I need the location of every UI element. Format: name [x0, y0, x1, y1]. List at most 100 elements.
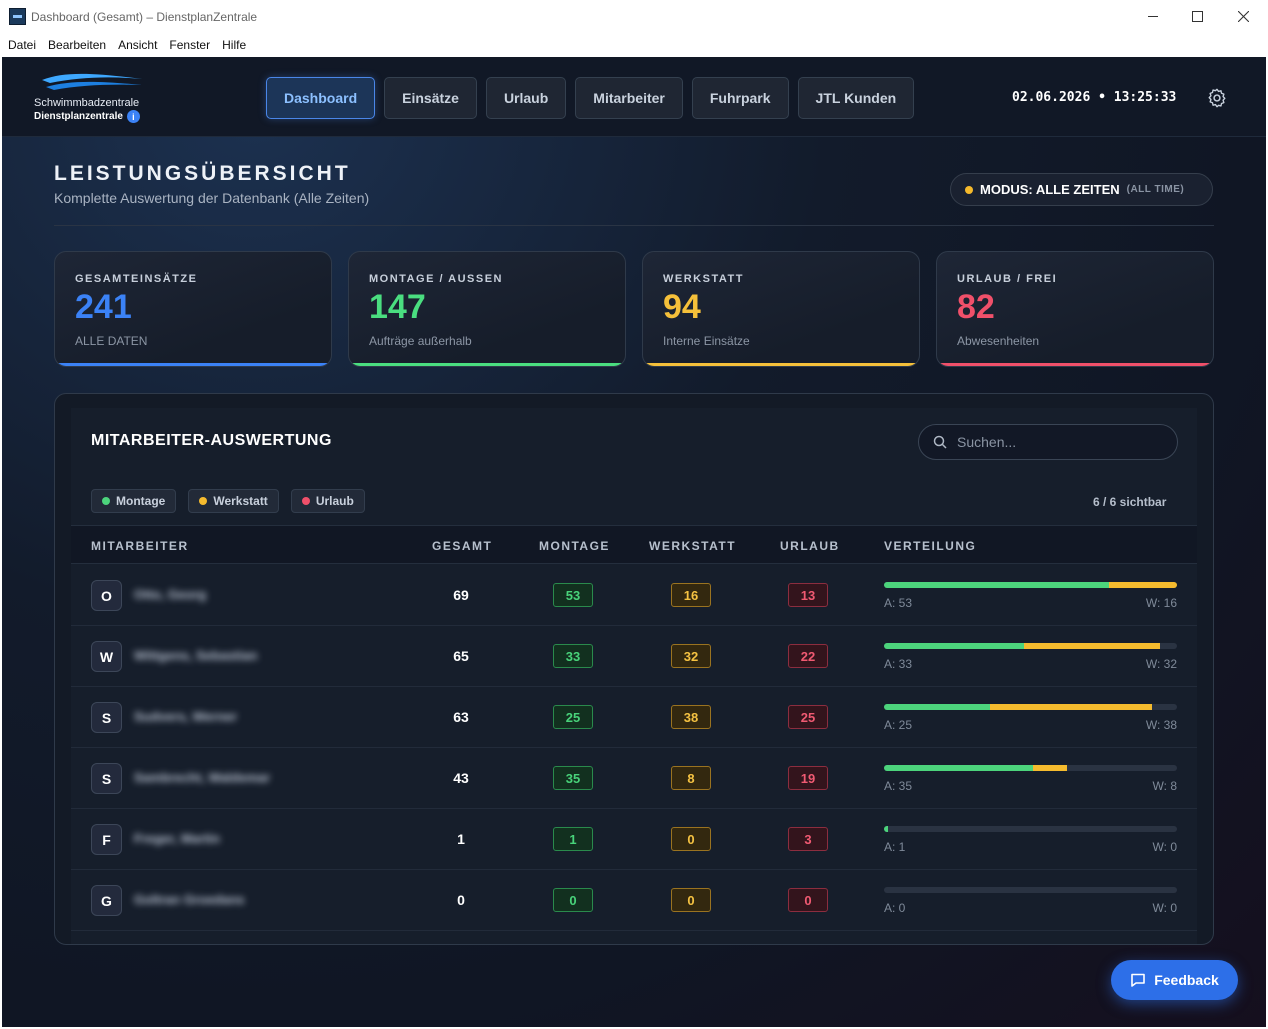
legend-dot [199, 497, 208, 505]
avatar: S [91, 763, 122, 794]
table-row[interactable]: S Sambrecht, Waldemar 43 35 8 19 A: 35 W: 8 [71, 748, 1197, 809]
panel-title: MITARBEITER-AUSWERTUNG [91, 432, 332, 449]
montage-badge: 25 [553, 705, 593, 729]
stat-description: ALLE DATEN [75, 334, 148, 348]
menu-ansicht[interactable]: Ansicht [118, 38, 158, 52]
menubar: Datei Bearbeiten Ansicht Fenster Hilfe [0, 33, 1268, 57]
legend-dot [301, 497, 310, 505]
distribution-a-label: A: 0 [884, 901, 906, 915]
column-werkstatt[interactable]: WERKSTATT [649, 539, 737, 553]
search-input[interactable] [957, 434, 1157, 450]
column-gesamt[interactable]: GESAMT [432, 539, 493, 553]
distribution-bar [884, 765, 1177, 771]
close-icon [1237, 11, 1249, 22]
stat-value: 82 [957, 288, 995, 326]
table-row[interactable]: G Goltran Groedans 0 0 0 0 A: 0 W: 0 [71, 870, 1197, 931]
stat-label: MONTAGE / AUSSEN [369, 273, 504, 285]
werkstatt-badge: 8 [671, 766, 711, 790]
stat-value: 147 [369, 288, 426, 326]
distribution-a-label: A: 35 [884, 779, 913, 793]
werkstatt-badge: 0 [671, 827, 711, 851]
stat-label: GESAMTEINSÄTZE [75, 273, 198, 285]
column-mitarbeiter[interactable]: MITARBEITER [91, 539, 189, 553]
divider [54, 225, 1214, 226]
montage-badge: 53 [553, 583, 593, 607]
maximize-button[interactable] [1174, 0, 1220, 33]
distribution-bar-montage [884, 765, 1033, 771]
stat-value: 94 [663, 288, 701, 326]
distribution-w-label: W: 0 [1152, 901, 1177, 915]
employee-panel: MITARBEITER-AUSWERTUNG Montage Werkstatt [54, 393, 1214, 945]
wave-logo-icon [42, 73, 142, 90]
total-value: 1 [457, 831, 465, 847]
distribution-bar-werkstatt [1109, 582, 1177, 588]
main-nav: Dashboard Einsätze Urlaub Mitarbeiter Fu… [266, 77, 915, 119]
menu-bearbeiten[interactable]: Bearbeiten [48, 38, 107, 52]
employee-name: Wittgens, Sebastian [134, 648, 258, 663]
nav-mitarbeiter[interactable]: Mitarbeiter [575, 77, 683, 119]
legend-label: Montage [116, 494, 166, 508]
mode-label: MODUS: ALLE ZEITEN [980, 182, 1120, 197]
distribution-bar-werkstatt [1024, 643, 1160, 649]
chat-icon [1131, 973, 1146, 987]
avatar: S [91, 702, 122, 733]
page-subtitle: Komplette Auswertung der Datenbank (Alle… [54, 190, 370, 206]
mode-indicator[interactable]: MODUS: ALLE ZEITEN (ALL TIME) [950, 173, 1213, 206]
minimize-button[interactable] [1130, 0, 1176, 33]
werkstatt-badge: 32 [671, 644, 711, 668]
distribution-a-label: A: 25 [884, 718, 913, 732]
stat-description: Aufträge außerhalb [369, 334, 472, 348]
legend-werkstatt[interactable]: Werkstatt [188, 489, 279, 513]
total-value: 63 [453, 709, 469, 725]
stat-card-gesamteinsaetze: GESAMTEINSÄTZE 241 ALLE DATEN [54, 251, 332, 367]
clock: 02.06.2026 • 13:25:33 [1012, 90, 1177, 105]
column-montage[interactable]: MONTAGE [539, 539, 610, 553]
logo-name: Schwimmbadzentrale [34, 97, 140, 109]
table-row[interactable]: S Sudvers, Werner 63 25 38 25 A: 25 W: 38 [71, 687, 1197, 748]
nav-jtl-kunden[interactable]: JTL Kunden [797, 77, 915, 119]
nav-dashboard[interactable]: Dashboard [266, 77, 376, 119]
distribution-w-label: W: 16 [1145, 596, 1177, 610]
gear-icon[interactable] [1206, 87, 1228, 109]
menu-datei[interactable]: Datei [8, 38, 37, 52]
stat-value: 241 [75, 288, 132, 326]
avatar: W [91, 641, 122, 672]
close-button[interactable] [1220, 0, 1266, 33]
logo-subtitle-text: Dienstplanzentrale [34, 111, 123, 122]
distribution-bar-montage [884, 826, 889, 832]
logo-subtitle: Dienstplanzentrale i [34, 110, 140, 123]
avatar: G [91, 885, 122, 916]
nav-urlaub[interactable]: Urlaub [485, 77, 567, 119]
urlaub-badge: 3 [788, 827, 828, 851]
feedback-label: Feedback [1154, 972, 1219, 988]
table-row[interactable]: O Otto, Georg 69 53 16 13 A: 53 W: 16 [71, 565, 1197, 626]
montage-badge: 35 [553, 766, 593, 790]
nav-fuhrpark[interactable]: Fuhrpark [691, 77, 789, 119]
distribution-bar-montage [884, 582, 1110, 588]
app-icon [9, 8, 26, 25]
info-icon[interactable]: i [126, 110, 140, 123]
page-title: LEISTUNGSÜBERSICHT [54, 162, 351, 185]
nav-einsaetze[interactable]: Einsätze [384, 77, 477, 119]
distribution-bar [884, 826, 1177, 832]
distribution-w-label: W: 32 [1145, 657, 1177, 671]
urlaub-badge: 25 [788, 705, 828, 729]
table-row[interactable]: W Wittgens, Sebastian 65 33 32 22 A: 33 W: 32 [71, 626, 1197, 687]
table-row[interactable]: F Freger, Martin 1 1 0 3 A: 1 W: 0 [71, 809, 1197, 870]
total-value: 0 [457, 892, 465, 908]
distribution-a-label: A: 1 [884, 840, 906, 854]
legend: Montage Werkstatt Urlaub [91, 489, 365, 513]
distribution-bar [884, 643, 1177, 649]
column-urlaub[interactable]: URLAUB [780, 539, 840, 553]
search-icon [933, 435, 947, 449]
menu-fenster[interactable]: Fenster [169, 38, 211, 52]
stat-label: WERKSTATT [663, 273, 744, 285]
legend-label: Urlaub [315, 494, 354, 508]
feedback-button[interactable]: Feedback [1111, 960, 1238, 1000]
search-box [918, 424, 1178, 460]
werkstatt-badge: 38 [671, 705, 711, 729]
legend-urlaub[interactable]: Urlaub [290, 489, 365, 513]
menu-hilfe[interactable]: Hilfe [222, 38, 247, 52]
urlaub-badge: 19 [788, 766, 828, 790]
legend-montage[interactable]: Montage [91, 489, 177, 513]
